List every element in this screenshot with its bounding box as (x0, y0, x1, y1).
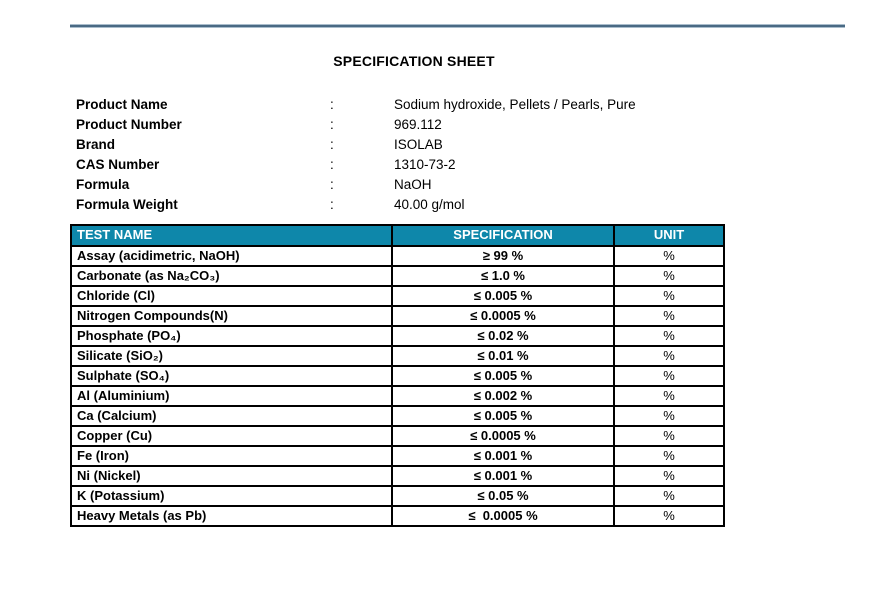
cell-test-name: Al (Aluminium) (70, 385, 393, 407)
product-info-row: Formula Weight : 40.00 g/mol (76, 194, 636, 214)
cell-specification: ≤ 0.05 % (391, 485, 615, 507)
cell-unit: % (613, 465, 725, 487)
product-info-separator: : (330, 156, 334, 172)
table-row: Fe (Iron) ≤ 0.001 % % (70, 445, 725, 467)
cell-specification: ≤ 0.002 % (391, 385, 615, 407)
cell-specification: ≥ 99 % (391, 245, 615, 267)
product-info-label: Formula Weight (76, 196, 178, 212)
cell-unit: % (613, 365, 725, 387)
cell-test-name: Chloride (Cl) (70, 285, 393, 307)
table-row: Ca (Calcium) ≤ 0.005 % % (70, 405, 725, 427)
product-info-value: Sodium hydroxide, Pellets / Pearls, Pure (394, 96, 636, 112)
product-info-row: Formula : NaOH (76, 174, 636, 194)
product-info-label: CAS Number (76, 156, 160, 172)
product-info-value: 40.00 g/mol (394, 196, 465, 212)
cell-specification: ≤ 0.001 % (391, 445, 615, 467)
table-row: Phosphate (PO₄) ≤ 0.02 % % (70, 325, 725, 347)
cell-test-name: K (Potassium) (70, 485, 393, 507)
product-info-separator: : (330, 96, 334, 112)
table-row: K (Potassium) ≤ 0.05 % % (70, 485, 725, 507)
table-row: Nitrogen Compounds(N) ≤ 0.0005 % % (70, 305, 725, 327)
top-rule-divider (70, 25, 845, 27)
cell-unit: % (613, 485, 725, 507)
cell-specification: ≤ 0.005 % (391, 405, 615, 427)
cell-specification: ≤ 0.0005 % (391, 505, 615, 527)
table-row: Chloride (Cl) ≤ 0.005 % % (70, 285, 725, 307)
table-row: Al (Aluminium) ≤ 0.002 % % (70, 385, 725, 407)
table-row: Silicate (SiO₂) ≤ 0.01 % % (70, 345, 725, 367)
col-header-specification: SPECIFICATION (391, 224, 615, 247)
table-row: Carbonate (as Na₂CO₃) ≤ 1.0 % % (70, 265, 725, 287)
cell-specification: ≤ 0.02 % (391, 325, 615, 347)
specification-table: TEST NAME SPECIFICATION UNIT Assay (acid… (70, 224, 725, 527)
cell-test-name: Phosphate (PO₄) (70, 325, 393, 347)
cell-specification: ≤ 1.0 % (391, 265, 615, 287)
cell-test-name: Carbonate (as Na₂CO₃) (70, 265, 393, 287)
cell-specification: ≤ 0.001 % (391, 465, 615, 487)
cell-unit: % (613, 245, 725, 267)
cell-unit: % (613, 425, 725, 447)
cell-test-name: Assay (acidimetric, NaOH) (70, 245, 393, 267)
table-row: Copper (Cu) ≤ 0.0005 % % (70, 425, 725, 447)
cell-test-name: Ni (Nickel) (70, 465, 393, 487)
product-info-value: 1310-73-2 (394, 156, 456, 172)
product-info-row: Product Number : 969.112 (76, 114, 636, 134)
table-row: Sulphate (SO₄) ≤ 0.005 % % (70, 365, 725, 387)
product-info-label: Product Name (76, 96, 168, 112)
table-header-row: TEST NAME SPECIFICATION UNIT (70, 224, 725, 247)
cell-unit: % (613, 285, 725, 307)
cell-specification: ≤ 0.0005 % (391, 425, 615, 447)
cell-specification: ≤ 0.005 % (391, 365, 615, 387)
cell-test-name: Ca (Calcium) (70, 405, 393, 427)
cell-test-name: Silicate (SiO₂) (70, 345, 393, 367)
cell-specification: ≤ 0.005 % (391, 285, 615, 307)
product-info-label: Formula (76, 176, 130, 192)
table-row: Ni (Nickel) ≤ 0.001 % % (70, 465, 725, 487)
cell-unit: % (613, 505, 725, 527)
product-info-label: Brand (76, 136, 116, 152)
cell-unit: % (613, 265, 725, 287)
cell-test-name: Nitrogen Compounds(N) (70, 305, 393, 327)
page-title: SPECIFICATION SHEET (333, 53, 495, 69)
product-info-row: Brand : ISOLAB (76, 134, 636, 154)
cell-unit: % (613, 405, 725, 427)
product-info-value: 969.112 (394, 116, 442, 132)
col-header-test-name: TEST NAME (70, 224, 393, 247)
cell-test-name: Heavy Metals (as Pb) (70, 505, 393, 527)
product-info-value: ISOLAB (394, 136, 443, 152)
cell-unit: % (613, 345, 725, 367)
product-info-separator: : (330, 136, 334, 152)
product-info-separator: : (330, 196, 334, 212)
product-info-row: CAS Number : 1310-73-2 (76, 154, 636, 174)
cell-unit: % (613, 325, 725, 347)
table-row: Heavy Metals (as Pb) ≤ 0.0005 % % (70, 505, 725, 527)
table-row: Assay (acidimetric, NaOH) ≥ 99 % % (70, 245, 725, 267)
product-info-label: Product Number (76, 116, 182, 132)
cell-specification: ≤ 0.01 % (391, 345, 615, 367)
cell-test-name: Fe (Iron) (70, 445, 393, 467)
cell-specification: ≤ 0.0005 % (391, 305, 615, 327)
product-info-block: Product Name : Sodium hydroxide, Pellets… (76, 94, 636, 214)
product-info-separator: : (330, 176, 334, 192)
cell-unit: % (613, 305, 725, 327)
cell-unit: % (613, 385, 725, 407)
product-info-separator: : (330, 116, 334, 132)
col-header-unit: UNIT (613, 224, 725, 247)
cell-test-name: Copper (Cu) (70, 425, 393, 447)
product-info-value: NaOH (394, 176, 432, 192)
cell-test-name: Sulphate (SO₄) (70, 365, 393, 387)
cell-unit: % (613, 445, 725, 467)
product-info-row: Product Name : Sodium hydroxide, Pellets… (76, 94, 636, 114)
